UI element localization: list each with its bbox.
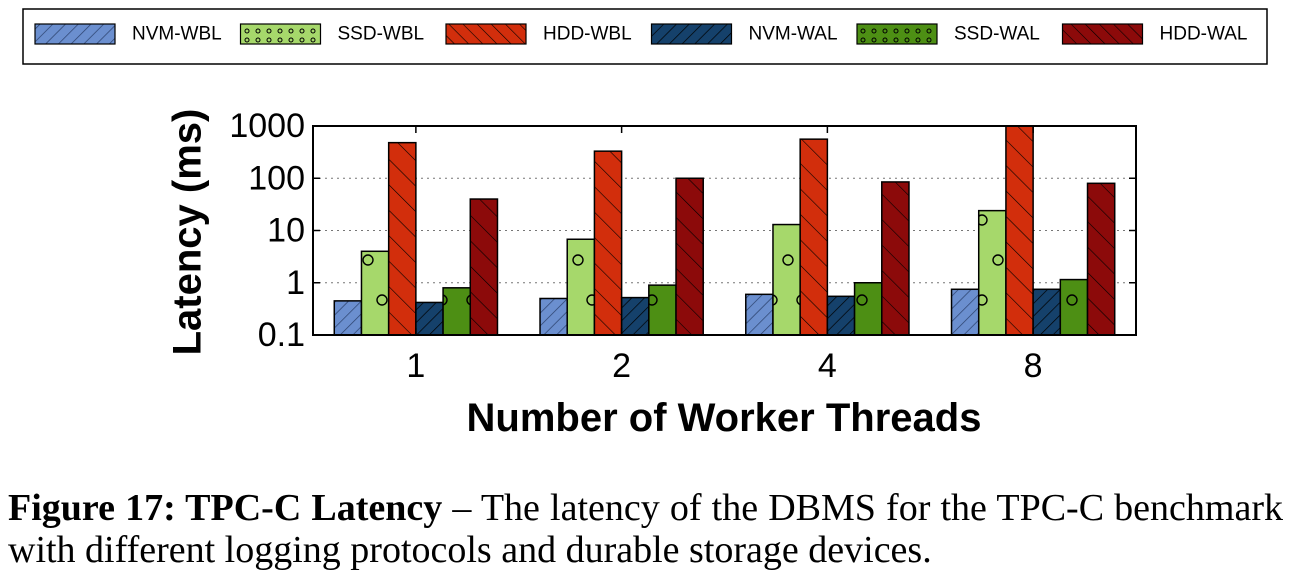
legend-item-ssd-wbl: SSD-WBL: [239, 23, 425, 45]
x-axis-label: Number of Worker Threads: [467, 396, 982, 440]
bar-ssd-wal-8: [1059, 278, 1089, 336]
x-axis-ticks: 1 2 4 8: [406, 126, 1043, 385]
bar-hdd-wbl-8: [1005, 125, 1034, 336]
caption-label: Figure 17: TPC-C Latency: [8, 487, 443, 529]
y-tick-label: 100: [248, 159, 305, 197]
bar-pattern: [1060, 279, 1088, 335]
x-tick-label: 1: [406, 347, 425, 385]
bar-hdd-wal-8: [1086, 182, 1116, 336]
legend-label: SSD-WAL: [954, 24, 1040, 45]
bar-ssd-wal-4: [853, 282, 883, 336]
bar-nvm-wbl-1: [333, 300, 363, 336]
bar-ssd-wbl-4: [772, 223, 801, 336]
bar-nvm-wbl-4: [745, 293, 774, 336]
legend-item-hdd-wal: HDD-WAL: [1061, 23, 1248, 45]
legend-label: NVM-WBL: [132, 24, 222, 45]
bar-pattern: [594, 151, 622, 335]
y-tick-label: 0.1: [258, 316, 305, 354]
bar-pattern: [951, 289, 979, 335]
figure-caption: Figure 17: TPC-C Latency – The latency o…: [8, 487, 1283, 571]
legend-swatch-pattern: [857, 24, 937, 44]
y-tick-label: 1: [286, 264, 305, 302]
legend-label: NVM-WAL: [749, 24, 838, 45]
bar-pattern: [1005, 126, 1034, 335]
legend-label: HDD-WBL: [543, 24, 632, 45]
bar-ssd-wal-2: [648, 284, 677, 336]
legend-box: [22, 8, 1268, 65]
bar-nvm-wal-4: [826, 295, 856, 336]
bar-hdd-wbl-2: [593, 150, 623, 336]
bar-pattern: [881, 181, 909, 335]
bar-ssd-wbl-2: [566, 238, 596, 336]
legend-item-hdd-wbl: HDD-WBL: [445, 23, 632, 45]
legend-item-nvm-wal: NVM-WAL: [650, 23, 838, 45]
legend-swatch-pattern: [35, 24, 115, 44]
bar-ssd-wbl-1: [360, 250, 390, 336]
bar-ssd-wal-1: [442, 287, 472, 336]
bar-pattern: [621, 297, 649, 335]
bar-hdd-wal-2: [675, 177, 704, 336]
bar-nvm-wbl-8: [950, 288, 980, 336]
bars: [333, 125, 1116, 336]
legend-swatch-outline: [445, 23, 527, 45]
bar-pattern: [470, 199, 498, 335]
y-axis-ticks: 0.1 1 10 100 1000: [229, 107, 1136, 354]
bar-pattern: [388, 142, 416, 335]
bar-pattern: [854, 282, 882, 335]
bar-pattern: [745, 294, 773, 335]
legend-swatch-outline: [34, 23, 116, 45]
legend-swatch-pattern: [651, 24, 732, 44]
bar-pattern: [361, 251, 389, 335]
bar-pattern: [443, 287, 471, 335]
legend-swatch-outline: [239, 23, 322, 45]
bar-nvm-wbl-2: [539, 297, 568, 336]
bar-nvm-wal-2: [620, 296, 650, 336]
y-axis-label: Latency (ms): [166, 109, 210, 356]
x-tick-label: 8: [1024, 347, 1043, 385]
legend-swatch-pattern: [240, 24, 321, 44]
legend-swatch-outline: [650, 23, 733, 45]
legend-label: HDD-WAL: [1160, 24, 1248, 45]
bar-pattern: [978, 210, 1006, 335]
bar-pattern: [827, 296, 855, 335]
x-tick-label: 2: [612, 347, 631, 385]
bar-nvm-wal-8: [1032, 288, 1062, 336]
bar-hdd-wal-4: [881, 181, 910, 336]
bar-pattern: [567, 239, 595, 335]
bar-nvm-wal-1: [415, 301, 444, 336]
legend-swatch-outline: [1061, 23, 1144, 45]
bar-hdd-wbl-4: [799, 138, 829, 336]
legend-swatch-pattern: [446, 24, 526, 44]
bar-pattern: [676, 178, 704, 335]
legend-label: SSD-WBL: [338, 24, 425, 45]
bar-pattern: [415, 302, 444, 335]
latency-chart: NVM-WBL SSD-WBL HDD-WBL NVM-WAL SSD-WAL HDD-W…: [22, 8, 1268, 440]
bar-pattern: [540, 298, 568, 335]
x-tick-label: 4: [818, 347, 837, 385]
bar-hdd-wbl-1: [387, 141, 417, 336]
bar-pattern: [1033, 289, 1061, 335]
caption-text: – The latency of the DBMS for the TPC-C …: [8, 487, 1283, 571]
legend-swatch-pattern: [1062, 24, 1143, 44]
y-tick-label: 1000: [229, 107, 305, 145]
y-tick-label: 10: [267, 212, 305, 250]
bar-ssd-wbl-8: [977, 209, 1007, 336]
bar-pattern: [772, 224, 801, 335]
bar-pattern: [648, 285, 677, 335]
legend-item-ssd-wal: SSD-WAL: [856, 23, 1040, 45]
legend-swatch-outline: [856, 23, 938, 45]
legend: NVM-WBL SSD-WBL HDD-WBL NVM-WAL SSD-WAL HDD-W…: [34, 23, 1248, 45]
bar-pattern: [1087, 183, 1115, 335]
bar-pattern: [800, 139, 828, 335]
bar-hdd-wal-1: [469, 198, 499, 336]
legend-item-nvm-wbl: NVM-WBL: [34, 23, 222, 45]
bar-pattern: [334, 300, 362, 335]
